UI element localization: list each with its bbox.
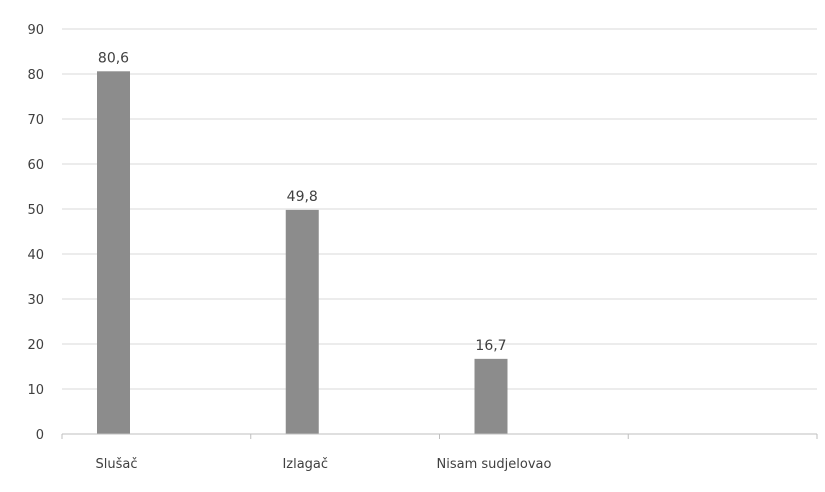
y-tick-label: 0 <box>36 428 44 443</box>
data-labels: 80,6 49,8 16,7 <box>98 50 507 354</box>
y-tick-label: 30 <box>27 293 44 308</box>
gridlines <box>62 28 817 390</box>
y-axis-tick-labels: 0 10 20 30 40 50 60 70 80 90 <box>27 23 44 443</box>
y-tick-label: 70 <box>27 113 44 128</box>
bar-0 <box>97 71 130 435</box>
y-tick-label: 80 <box>27 68 44 83</box>
x-category-label: Izlagač <box>282 457 328 472</box>
data-label: 49,8 <box>287 189 318 205</box>
y-tick-label: 20 <box>27 338 44 353</box>
y-tick-label: 40 <box>27 248 44 263</box>
x-axis-category-labels: Slušač Izlagač Nisam sudjelovao <box>96 457 552 472</box>
y-tick-label: 50 <box>27 203 44 218</box>
y-tick-label: 90 <box>27 23 44 38</box>
bar-1 <box>285 209 319 434</box>
data-label: 16,7 <box>475 338 506 354</box>
x-category-label: Nisam sudjelovao <box>437 457 552 472</box>
bar-2 <box>474 358 508 434</box>
y-tick-label: 60 <box>27 158 44 173</box>
bars <box>97 71 508 435</box>
x-axis <box>61 433 818 439</box>
y-tick-label: 10 <box>27 383 44 398</box>
x-category-label: Slušač <box>96 457 138 472</box>
data-label: 80,6 <box>98 50 129 66</box>
